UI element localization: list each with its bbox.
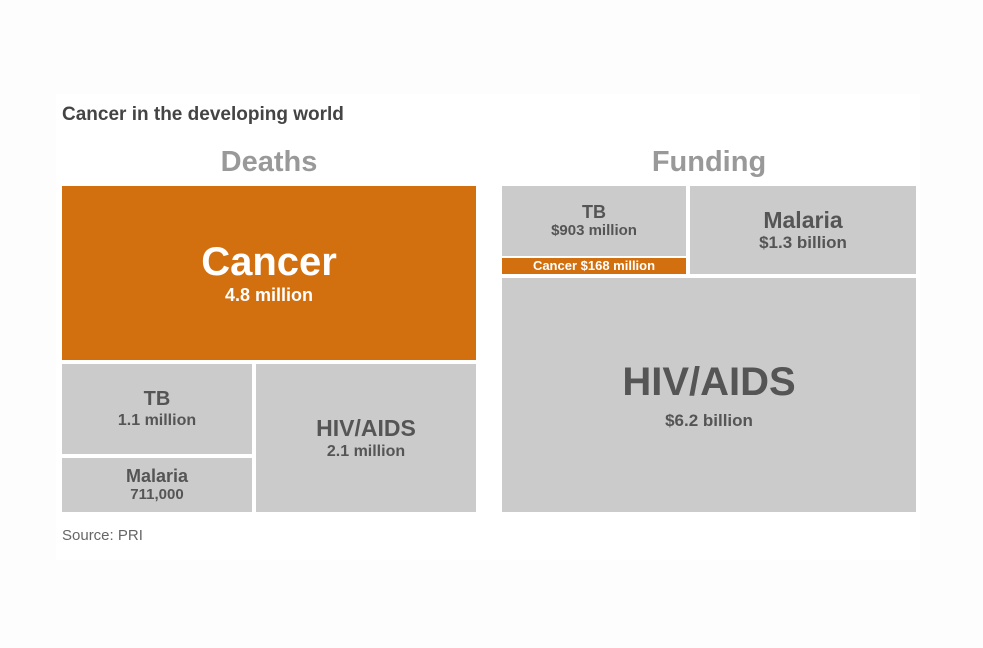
funding-malaria-label: Malaria <box>763 206 843 233</box>
funding-tb-value: $903 million <box>551 222 637 240</box>
deaths-hiv-tile: HIV/AIDS 2.1 million <box>256 364 476 512</box>
deaths-malaria-value: 711,000 <box>130 486 184 504</box>
funding-cancer-tile: Cancer $168 million <box>502 258 686 274</box>
source-note: Source: PRI <box>62 527 143 544</box>
funding-tb-tile: TB $903 million <box>502 186 686 256</box>
deaths-cancer-value: 4.8 million <box>224 285 314 306</box>
funding-group-title: Funding <box>651 146 767 178</box>
deaths-cancer-tile: Cancer 4.8 million <box>62 186 476 360</box>
funding-tb-label: TB <box>582 201 606 222</box>
funding-cancer-label: Cancer $168 million <box>532 258 656 273</box>
deaths-hiv-label: HIV/AIDS <box>316 415 416 442</box>
deaths-tb-tile: TB 1.1 million <box>62 364 252 454</box>
chart-title: Cancer in the developing world <box>62 104 344 125</box>
deaths-group-title: Deaths <box>220 146 318 178</box>
funding-hiv-tile: HIV/AIDS $6.2 billion <box>502 278 916 512</box>
deaths-cancer-label: Cancer <box>201 240 337 285</box>
deaths-malaria-tile: Malaria 711,000 <box>62 458 252 512</box>
deaths-hiv-value: 2.1 million <box>326 442 406 460</box>
deaths-tb-label: TB <box>143 387 171 410</box>
funding-malaria-tile: Malaria $1.3 billion <box>690 186 916 274</box>
funding-hiv-value: $6.2 billion <box>665 410 753 430</box>
funding-hiv-label: HIV/AIDS <box>622 359 796 404</box>
deaths-malaria-label: Malaria <box>125 465 189 486</box>
funding-malaria-value: $1.3 billion <box>759 233 847 253</box>
deaths-tb-value: 1.1 million <box>117 411 197 429</box>
